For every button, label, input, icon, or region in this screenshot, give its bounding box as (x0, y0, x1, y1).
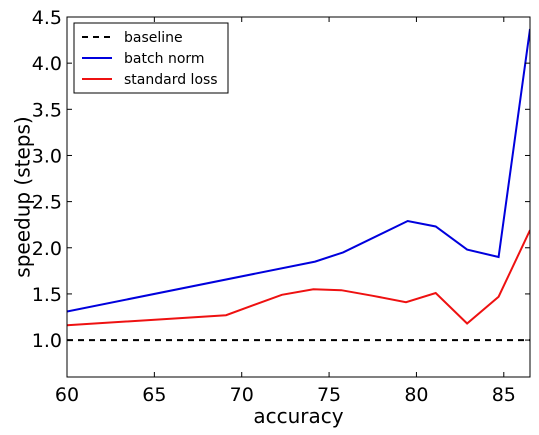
x-tick-label: 80 (404, 384, 428, 406)
x-tick-label: 85 (492, 384, 516, 406)
series-line-standard-loss (67, 229, 530, 327)
legend: baseline batch norm standard loss (73, 22, 229, 94)
series-line-batch-norm (67, 28, 530, 313)
y-tick-label: 1.5 (32, 284, 62, 306)
y-tick-label: 2.0 (32, 238, 62, 260)
y-tick-label: 4.0 (32, 53, 62, 75)
y-tick-label: 3.5 (32, 99, 62, 121)
y-tick-label: 4.5 (32, 7, 62, 29)
x-axis-label: accuracy (253, 404, 343, 428)
legend-label-standard-loss: standard loss (124, 72, 218, 88)
legend-label-baseline: baseline (124, 30, 183, 46)
legend-label-batch-norm: batch norm (124, 51, 205, 67)
x-tick-label: 65 (142, 384, 166, 406)
y-axis-label: speedup (steps) (11, 116, 35, 277)
y-tick-label: 1.0 (32, 330, 62, 352)
series-layer (67, 28, 530, 342)
x-tick-label: 75 (317, 384, 341, 406)
x-tick-label: 60 (55, 384, 79, 406)
ticks-layer: 60 65 70 75 80 85 1.0 1.5 2.0 2.5 3.0 3.5 4.0 4.5 (32, 7, 530, 406)
plot-frame (66, 16, 531, 378)
x-tick-label: 70 (230, 384, 254, 406)
y-tick-label: 3.0 (32, 145, 62, 167)
y-tick-label: 2.5 (32, 192, 62, 214)
